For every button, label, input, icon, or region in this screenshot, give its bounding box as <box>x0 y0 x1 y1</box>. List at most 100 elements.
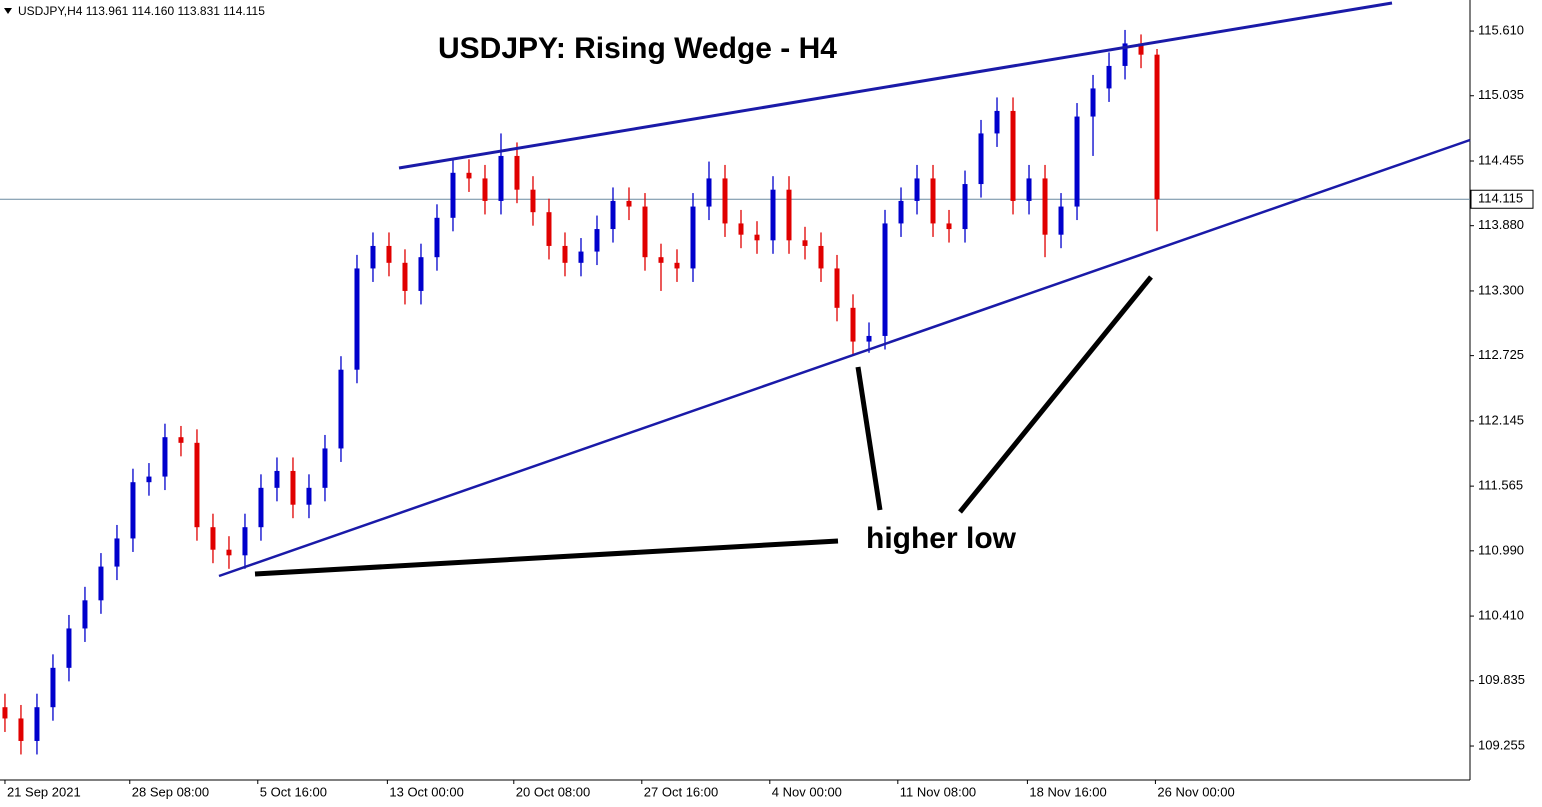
candle-body <box>882 223 888 336</box>
candle-body <box>274 470 280 488</box>
candle-body <box>866 335 872 342</box>
x-tick-label: 11 Nov 08:00 <box>900 784 976 799</box>
candle-body <box>98 566 104 601</box>
candle-body <box>354 268 360 370</box>
candle-body <box>994 110 1000 134</box>
y-tick-label: 110.990 <box>1478 542 1524 557</box>
candle-body <box>1026 178 1032 201</box>
candle-body <box>578 251 584 263</box>
x-tick-label: 27 Oct 16:00 <box>644 784 718 799</box>
candle-body <box>386 245 392 263</box>
candle-body <box>1106 65 1112 89</box>
candle-body <box>34 707 40 741</box>
candle-body <box>82 600 88 629</box>
candle-body <box>562 245 568 263</box>
candle-body <box>66 628 72 668</box>
candle-body <box>850 307 856 342</box>
candle-body <box>1090 88 1096 117</box>
candle-body <box>690 206 696 269</box>
candle-body <box>114 538 120 567</box>
candle-body <box>50 667 56 708</box>
y-tick-label: 111.565 <box>1478 478 1523 493</box>
x-tick-label: 26 Nov 00:00 <box>1157 784 1234 799</box>
x-tick-label: 28 Sep 08:00 <box>132 784 209 799</box>
x-tick-label: 5 Oct 16:00 <box>260 784 327 799</box>
candle-body <box>370 245 376 269</box>
candle-body <box>1010 110 1016 201</box>
candle-body <box>1074 116 1080 207</box>
candle-body <box>210 527 216 550</box>
candle-body <box>130 482 136 539</box>
arrow-line <box>958 275 1153 514</box>
candle-body <box>322 448 328 488</box>
candle-body <box>978 133 984 185</box>
candle-body <box>770 189 776 241</box>
arrow-line <box>855 366 883 511</box>
candle-body <box>706 178 712 207</box>
candle-body <box>402 262 408 291</box>
x-tick-label: 21 Sep 2021 <box>7 784 81 799</box>
y-tick-label: 114.455 <box>1478 152 1524 167</box>
y-tick-label: 115.610 <box>1478 22 1524 37</box>
candle-body <box>914 178 920 201</box>
candle-body <box>290 470 296 505</box>
candle-body <box>1058 206 1064 235</box>
lower-trendline <box>218 138 1471 578</box>
last-price-label: 114.115 <box>1478 191 1523 206</box>
chart-title: USDJPY: Rising Wedge - H4 <box>438 32 837 65</box>
candle-body <box>2 707 8 719</box>
candle-body <box>226 549 232 556</box>
candle-body <box>450 172 456 218</box>
candle-body <box>802 240 808 246</box>
candle-body <box>338 369 344 449</box>
candle-body <box>930 178 936 224</box>
candle-body <box>1122 43 1128 66</box>
candle-body <box>546 212 552 246</box>
candle-body <box>946 223 952 230</box>
y-tick-label: 112.145 <box>1478 412 1524 427</box>
x-tick-label: 18 Nov 16:00 <box>1029 784 1106 799</box>
candle-body <box>898 200 904 224</box>
candle-body <box>162 437 168 477</box>
candle-body <box>498 155 504 201</box>
y-tick-label: 109.835 <box>1478 672 1525 687</box>
candle-body <box>786 189 792 241</box>
header: USDJPY,H4 113.961 114.160 113.831 114.11… <box>18 4 265 18</box>
candle-body <box>754 234 760 241</box>
candle-body <box>514 155 520 190</box>
candle-body <box>962 184 968 230</box>
candle-body <box>466 172 472 179</box>
y-tick-label: 113.300 <box>1478 282 1524 297</box>
candle-body <box>178 437 184 443</box>
candle-body <box>1042 178 1048 235</box>
x-tick-label: 4 Nov 00:00 <box>772 784 842 799</box>
candle-body <box>1138 43 1144 55</box>
candle-body <box>434 217 440 258</box>
candle-body <box>594 229 600 252</box>
last-price-box <box>1470 189 1534 209</box>
candle-body <box>834 268 840 308</box>
candle-body <box>818 245 824 269</box>
menu-arrow <box>4 8 12 14</box>
candle-body <box>306 487 312 505</box>
upper-trendline <box>398 1 1393 170</box>
candle-body <box>18 718 24 741</box>
candle-body <box>642 206 648 258</box>
candle-body <box>146 476 152 483</box>
y-tick-label: 113.880 <box>1478 217 1524 232</box>
candle-body <box>482 178 488 201</box>
x-tick-label: 13 Oct 00:00 <box>389 784 463 799</box>
candle-body <box>530 189 536 213</box>
annotation: higher low <box>866 522 1017 555</box>
candle-body <box>1154 54 1160 200</box>
candle-body <box>738 223 744 235</box>
candle-body <box>674 262 680 269</box>
candle-body <box>722 178 728 224</box>
x-tick-label: 20 Oct 08:00 <box>516 784 590 799</box>
candle-body <box>242 527 248 556</box>
y-tick-label: 112.725 <box>1478 347 1524 362</box>
y-tick-label: 109.255 <box>1478 737 1525 752</box>
candle-body <box>418 257 424 291</box>
arrow-line <box>254 538 839 577</box>
